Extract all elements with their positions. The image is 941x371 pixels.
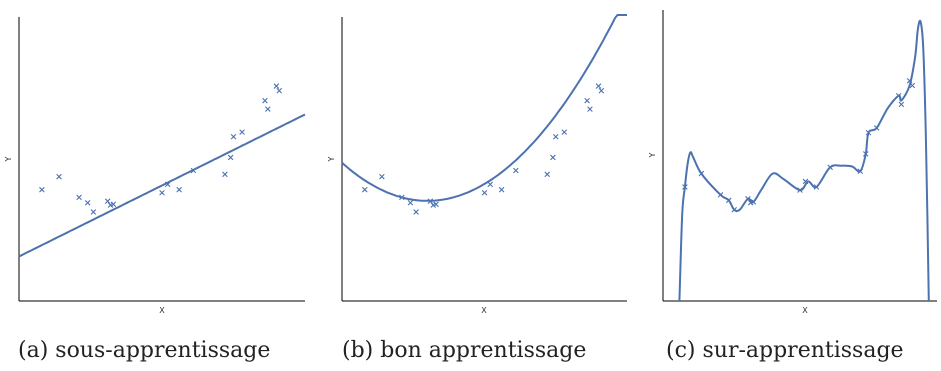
- data-point: [90, 209, 97, 215]
- data-points: [39, 83, 283, 215]
- data-point: [513, 167, 519, 174]
- data-point: [682, 184, 688, 190]
- data-point: [731, 206, 738, 213]
- data-point: [552, 133, 559, 140]
- data-point: [56, 173, 62, 180]
- data-point: [265, 106, 271, 112]
- y-axis-label: Y: [4, 156, 13, 162]
- data-point: [427, 198, 434, 205]
- data-point: [227, 154, 234, 161]
- data-point: [176, 186, 182, 193]
- y-axis-label: Y: [648, 152, 657, 158]
- data-point: [487, 181, 493, 188]
- data-point: [222, 171, 228, 178]
- data-point: [481, 189, 488, 196]
- data-point: [873, 125, 880, 131]
- data-point: [407, 199, 414, 206]
- data-point: [498, 186, 505, 193]
- data-point: [110, 201, 117, 208]
- caption-a: (a) sous-apprentissage: [18, 338, 271, 363]
- data-point: [164, 181, 171, 188]
- data-point: [362, 186, 368, 193]
- data-point: [813, 184, 820, 190]
- data-point: [595, 83, 602, 89]
- data-point: [276, 87, 283, 94]
- data-point: [561, 129, 568, 135]
- data-points: [682, 77, 916, 213]
- y-axis-label: Y: [327, 156, 336, 162]
- caption-c: (c) sur-apprentissage: [666, 338, 904, 363]
- data-point: [584, 97, 590, 104]
- data-point: [898, 101, 905, 108]
- data-point: [587, 106, 593, 112]
- data-point: [230, 133, 237, 140]
- data-point: [379, 173, 385, 180]
- data-point: [262, 97, 268, 104]
- data-point: [802, 178, 809, 185]
- data-point: [909, 82, 916, 89]
- data-point: [598, 87, 605, 94]
- data-point: [104, 198, 111, 205]
- data-point: [39, 186, 45, 193]
- x-axis-label: X: [159, 306, 165, 315]
- data-point: [725, 197, 732, 204]
- chart-panel-b: X Y: [327, 14, 627, 315]
- x-axis-label: X: [802, 306, 808, 315]
- data-point: [273, 83, 280, 89]
- fit-line: [341, 14, 627, 202]
- data-point: [550, 154, 556, 161]
- data-point: [698, 170, 705, 177]
- x-axis-label: X: [481, 306, 487, 315]
- data-point: [745, 195, 751, 202]
- data-point: [190, 167, 197, 174]
- fit-line: [678, 19, 930, 302]
- data-point: [906, 77, 913, 84]
- chart-panel-a: X Y: [4, 17, 306, 315]
- data-point: [862, 151, 869, 157]
- data-point: [239, 129, 245, 135]
- data-point: [827, 164, 833, 171]
- data-point: [895, 92, 902, 99]
- data-point: [544, 171, 550, 178]
- chart-panel-c: X Y: [648, 10, 937, 315]
- data-point: [750, 199, 757, 205]
- data-point: [159, 189, 165, 196]
- fit-line: [18, 113, 306, 258]
- data-point: [84, 199, 91, 206]
- data-point: [413, 209, 419, 215]
- data-points: [362, 83, 605, 215]
- caption-b: (b) bon apprentissage: [342, 338, 587, 363]
- data-point: [433, 201, 439, 208]
- data-point: [797, 187, 803, 193]
- data-point: [717, 192, 724, 198]
- data-point: [399, 194, 405, 201]
- data-point: [865, 129, 872, 136]
- data-point: [857, 168, 864, 175]
- data-point: [76, 194, 82, 201]
